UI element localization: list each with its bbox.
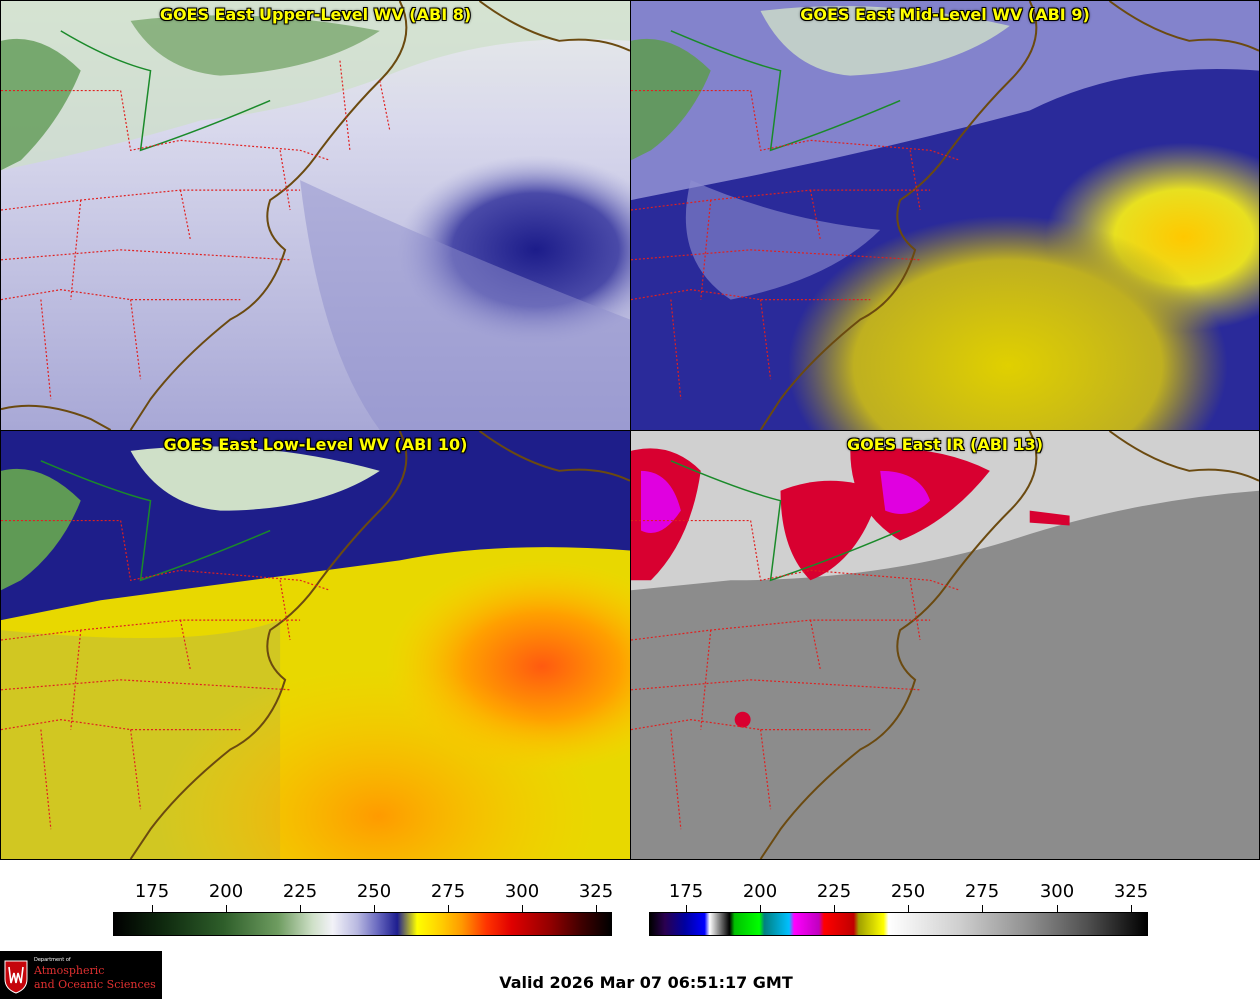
wv-tick-label: 225 — [282, 881, 318, 902]
wv-tick-label: 175 — [134, 881, 170, 902]
ir-tick — [982, 905, 983, 912]
wv-tick — [596, 905, 597, 912]
wv-tick — [522, 905, 523, 912]
ir-tick — [686, 905, 687, 912]
ir-tick — [834, 905, 835, 912]
wv-tick-label: 325 — [578, 881, 614, 902]
wv-tick — [374, 905, 375, 912]
ir-tick-label: 175 — [668, 881, 704, 902]
wv-imagery-upper — [1, 1, 630, 430]
wv-tick — [448, 905, 449, 912]
panel-mid-level-wv: GOES East Mid-Level WV (ABI 9) — [630, 0, 1260, 431]
ir-tick-label: 225 — [816, 881, 852, 902]
wv-tick-label: 200 — [208, 881, 244, 902]
wv-tick-label: 275 — [430, 881, 466, 902]
wv-tick-label: 250 — [356, 881, 392, 902]
ir-tick-label: 200 — [742, 881, 778, 902]
ir-colorbar — [649, 912, 1148, 936]
panel-title: GOES East Upper-Level WV (ABI 8) — [159, 5, 472, 24]
ir-tick — [1057, 905, 1058, 912]
ir-tick — [760, 905, 761, 912]
wv-tick — [300, 905, 301, 912]
wv-tick — [226, 905, 227, 912]
wv-colorbar — [113, 912, 612, 936]
logo-line-1: Department of — [34, 957, 71, 963]
ir-tick — [908, 905, 909, 912]
ir-tick — [1131, 905, 1132, 912]
map-overlay-mid — [631, 1, 1259, 430]
uw-crest-icon — [4, 960, 28, 994]
ir-tick-label: 275 — [964, 881, 1000, 902]
panel-title: GOES East Low-Level WV (ABI 10) — [163, 435, 468, 454]
logo-line-3: and Oceanic Sciences — [34, 978, 156, 991]
ir-tick-label: 250 — [890, 881, 926, 902]
panel-title: GOES East IR (ABI 13) — [846, 435, 1044, 454]
panel-upper-level-wv: GOES East Upper-Level WV (ABI 8) — [0, 0, 631, 431]
map-overlay-upper — [1, 1, 630, 430]
wv-imagery-mid — [631, 1, 1259, 430]
map-overlay-ir — [631, 431, 1259, 859]
panel-ir: GOES East IR (ABI 13) — [630, 430, 1260, 860]
wv-imagery-low — [1, 431, 630, 859]
logo-line-2: Atmospheric — [34, 964, 105, 977]
ir-tick-label: 300 — [1039, 881, 1075, 902]
valid-time: Valid 2026 Mar 07 06:51:17 GMT — [499, 973, 793, 992]
map-overlay-low — [1, 431, 630, 859]
wv-tick — [152, 905, 153, 912]
ir-imagery — [631, 431, 1259, 859]
aos-logo: Department of Atmospheric and Oceanic Sc… — [0, 951, 162, 999]
panel-low-level-wv: GOES East Low-Level WV (ABI 10) — [0, 430, 631, 860]
wv-tick-label: 300 — [504, 881, 540, 902]
panel-title: GOES East Mid-Level WV (ABI 9) — [800, 5, 1090, 24]
ir-tick-label: 325 — [1113, 881, 1149, 902]
